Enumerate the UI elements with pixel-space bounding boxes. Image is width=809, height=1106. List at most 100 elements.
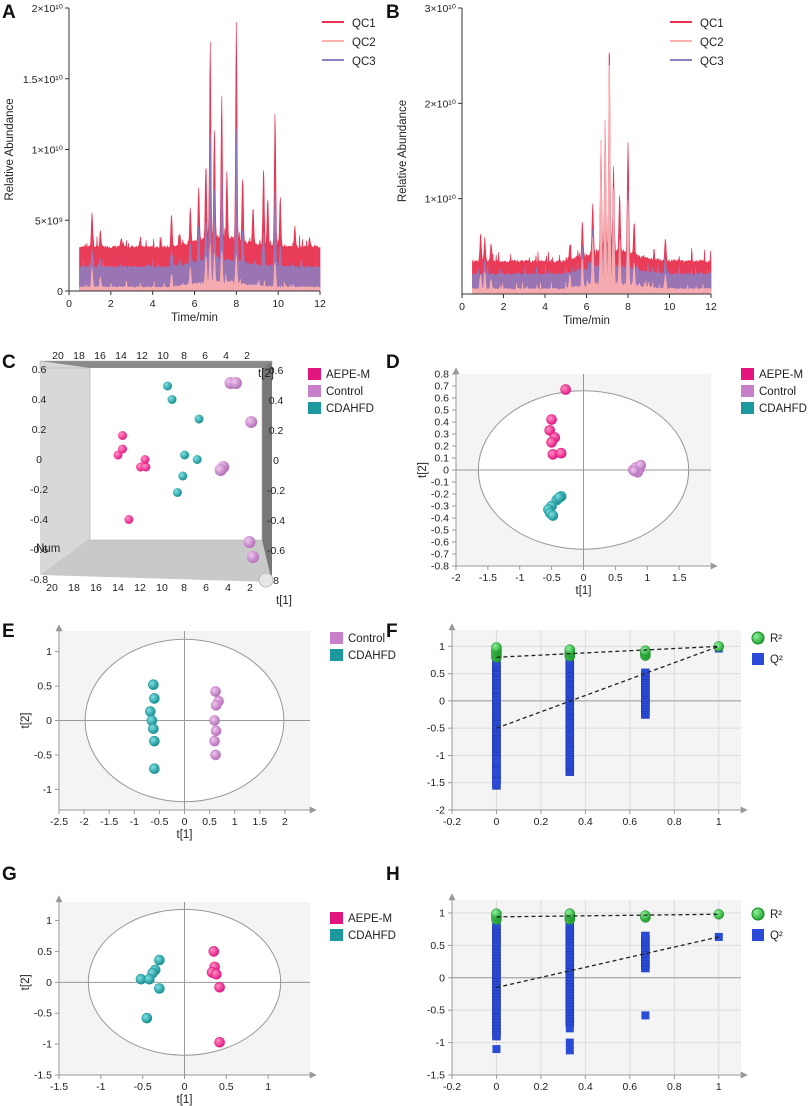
- legend-label-r2: R²: [770, 633, 782, 645]
- q2-point: [641, 668, 650, 678]
- r2-point: [564, 644, 576, 655]
- left-tick-label: 0.6: [32, 364, 47, 376]
- trace-qc2: [79, 244, 321, 292]
- y-tick-label: -0.5: [431, 525, 449, 537]
- point-control: [210, 749, 221, 761]
- legend-swatch-control: [308, 385, 321, 397]
- x-tick-label: 10: [272, 298, 284, 310]
- x-tick-label: -2.5: [50, 816, 68, 828]
- x-tick-label: 1: [716, 816, 722, 828]
- legend-label-r2: R²: [770, 909, 782, 921]
- q2-point: [492, 778, 501, 787]
- x-tick-label: 8: [625, 301, 631, 313]
- x-tick-label: 0: [459, 301, 465, 313]
- left-tick-label: -0.2: [30, 484, 48, 496]
- q2-point: [492, 767, 501, 776]
- y-tick-label: -1: [43, 1039, 52, 1051]
- trace-qc3: [79, 128, 321, 292]
- x-tick-label: 0.5: [202, 816, 217, 828]
- legend-label-cdahfd: CDAHFD: [348, 930, 396, 942]
- top-tick-label: 12: [136, 350, 148, 362]
- bottom-tick-label: 18: [68, 582, 80, 594]
- right-wall: [262, 361, 272, 582]
- x-tick-label: 0.2: [534, 816, 549, 828]
- panel-label-f: F: [386, 621, 398, 642]
- y-tick-label: 1.5×10¹⁰: [23, 74, 63, 86]
- bottom-tick-label: 12: [134, 582, 146, 594]
- x-tick-label: 0.8: [667, 816, 682, 828]
- x-axis-label: t[1]: [576, 585, 592, 597]
- y-tick-label: -0.1: [431, 477, 449, 489]
- box-edges: [39, 360, 273, 541]
- floor-wall: [40, 538, 272, 582]
- trace-qc1: [472, 52, 712, 295]
- y-tick-label: 1: [439, 907, 445, 919]
- y-tick-label: -1.5: [427, 1070, 445, 1082]
- panel-label-g: G: [2, 864, 17, 885]
- top-tick-label: 2: [244, 350, 250, 362]
- y-tick-label: -1: [43, 784, 52, 796]
- y-axis-label: Relative Abundance: [397, 100, 409, 202]
- point-aepe-m: [141, 462, 151, 472]
- legend-label-control: Control: [326, 386, 363, 398]
- panel-b-chromatogram: 0 2 4 6 8 10 12 1×10¹⁰ 2×10¹⁰ 3×10¹⁰ Time/min Relat…: [397, 3, 724, 327]
- panel-label-e: E: [2, 621, 15, 642]
- y-tick-label: -2: [436, 805, 445, 817]
- panel-h-permutation-plot: -0.2 0 0.2 0.4 0.6 0.8 1 -1.5 -1 -0.5 0 0.5 1 R² Q²: [427, 893, 783, 1093]
- x-tick-label: -2: [451, 572, 460, 584]
- top-wall-shade: [40, 361, 272, 368]
- legend-label-qc2: QC2: [700, 37, 724, 49]
- y-tick-label: 0: [439, 972, 445, 984]
- left-tick-label: -0.4: [30, 514, 48, 526]
- x-axis-label: Time/min: [171, 312, 218, 324]
- point-control: [243, 536, 256, 548]
- x-tick-label: 1: [716, 1081, 722, 1093]
- y-tick-label: -1: [436, 750, 445, 762]
- y-tick-label: 0.7: [434, 381, 449, 393]
- x-tick-label: -1: [515, 572, 524, 584]
- r2-regression-line: [496, 645, 719, 658]
- trace-qc2: [472, 64, 712, 295]
- bottom-tick-label: 14: [112, 582, 124, 594]
- top-tick-label: 8: [181, 350, 187, 362]
- bottom-tick-label: 2: [247, 582, 253, 594]
- y-tick-label: 1×10¹⁰: [32, 145, 63, 157]
- y-axis-label: t[2]: [20, 713, 32, 729]
- x-axis-label: Time/min: [563, 315, 610, 327]
- x-axis-label: t[1]: [276, 595, 292, 607]
- point-aepe-m: [546, 414, 557, 425]
- bottom-tick-label: 6: [203, 582, 209, 594]
- x-tick-label: 0.2: [534, 1081, 549, 1093]
- y-axis-label: t[2]: [20, 974, 32, 990]
- legend-label-control: Control: [348, 633, 385, 645]
- point-cdahfd: [144, 973, 155, 985]
- y-tick-label: 1: [46, 915, 52, 927]
- legend-label-aepe-m: AEPE-M: [326, 369, 370, 381]
- legend-label-qc3: QC3: [352, 56, 376, 68]
- y-tick-label: 0.8: [434, 369, 449, 381]
- x-tick-label: 6: [584, 301, 590, 313]
- y-tick-label: 0.5: [430, 668, 445, 680]
- x-tick-label: 0.8: [667, 1081, 682, 1093]
- legend-swatch-control: [330, 632, 343, 644]
- x-tick-label: -0.5: [134, 1081, 152, 1093]
- q2-point: [492, 1045, 501, 1054]
- x-tick-label: 8: [233, 298, 239, 310]
- x-tick-label: -2: [79, 816, 88, 828]
- point-cdahfd: [141, 1012, 153, 1024]
- left-tick-label: 0.4: [32, 394, 47, 406]
- point-cdahfd: [194, 414, 204, 424]
- point-cdahfd: [178, 471, 188, 481]
- panel-a-chromatogram: 0 2 4 6 8 10 12 0 5×10⁹ 1×10¹⁰ 1.5×10¹⁰ 2×10¹⁰ Time/…: [4, 3, 376, 324]
- legend-label-q2: Q²: [770, 930, 783, 942]
- origin-sphere: [258, 572, 274, 588]
- left-tick-label: 0: [36, 454, 42, 466]
- left-wall: [40, 361, 90, 575]
- bottom-tick-label: 10: [156, 582, 168, 594]
- panel-label-h: H: [386, 864, 400, 885]
- panel-label-b: B: [386, 2, 400, 23]
- point-control: [209, 715, 220, 726]
- x-tick-label: -0.2: [443, 1081, 461, 1093]
- r2-point: [640, 645, 651, 656]
